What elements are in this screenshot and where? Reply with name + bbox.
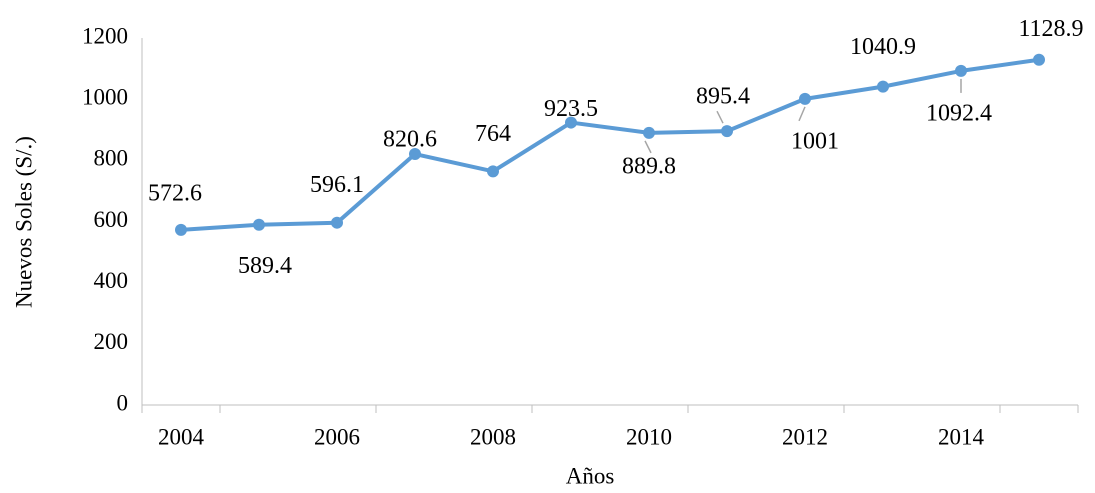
data-label: 1040.9 [850,34,916,60]
y-tick-label: 800 [94,146,129,171]
point [487,165,499,178]
point [253,218,265,231]
point [721,125,733,138]
y-tick-label: 600 [94,207,129,232]
x-tick-label: 2008 [470,424,516,449]
data-label: 923.5 [544,96,598,122]
leader-line [644,140,652,154]
point [409,148,421,161]
data-label: 1092.4 [926,100,992,126]
y-tick-label: 1200 [82,23,128,48]
point [955,64,967,77]
data-label: 572.6 [148,180,202,206]
line-series [180,57,1040,232]
point [643,126,655,139]
data-label: 589.4 [238,253,292,279]
point [331,216,343,229]
y-axis-label: Nuevos Soles (S/.) [11,136,36,308]
x-tick-label: 2010 [626,424,672,449]
data-label: 1128.9 [1018,16,1083,42]
data-label: 1001 [791,128,839,154]
point [565,116,577,129]
leader-line [716,110,724,124]
x-axis-label: Años [566,463,615,488]
point [877,80,889,93]
y-tick-label: 0 [117,390,129,415]
x-tick-label: 2006 [314,424,360,449]
point [799,92,811,105]
data-label: 764 [475,121,511,147]
x-tick-label: 2014 [938,424,985,449]
x-tick-label: 2004 [158,424,205,449]
data-label: 889.8 [622,153,676,179]
data-label: 596.1 [310,172,364,198]
point [1033,53,1045,66]
data-label: 820.6 [383,127,437,153]
x-tick-label: 2012 [782,424,828,449]
y-tick-label: 1000 [82,84,128,109]
y-tick-label: 400 [94,268,129,293]
data-label: 895.4 [696,84,750,110]
y-tick-label: 200 [94,329,129,354]
leader-line [798,106,806,122]
point [175,223,187,236]
